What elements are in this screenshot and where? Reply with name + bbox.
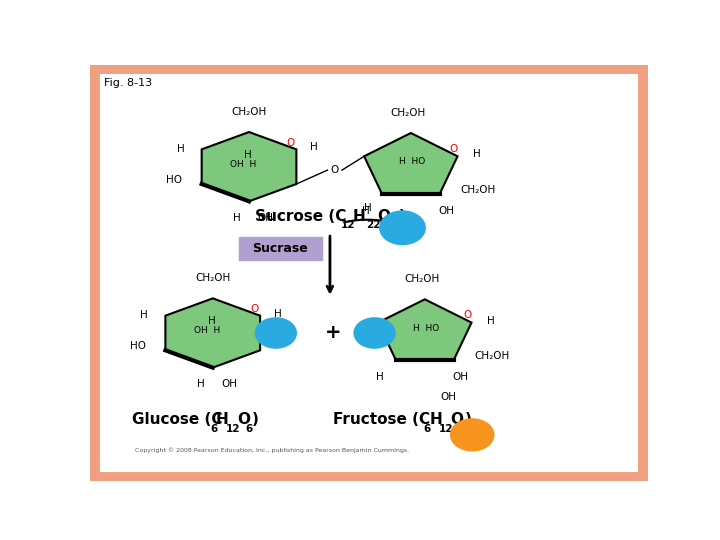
Text: 12: 12 <box>225 424 240 434</box>
Text: OH: OH <box>266 327 286 340</box>
Text: H: H <box>233 213 240 223</box>
Text: 6: 6 <box>459 424 466 434</box>
Text: Sucrose (C: Sucrose (C <box>255 209 346 224</box>
Text: ): ) <box>399 209 405 224</box>
Text: CH₂OH: CH₂OH <box>390 108 426 118</box>
Text: 12: 12 <box>438 424 454 434</box>
Text: OH  H: OH H <box>230 160 256 169</box>
Text: Fructose (C: Fructose (C <box>333 413 430 428</box>
Text: H: H <box>397 219 408 232</box>
Text: H: H <box>310 142 318 152</box>
Polygon shape <box>202 132 297 201</box>
Text: CH₂OH: CH₂OH <box>405 274 440 285</box>
Text: CH₂OH: CH₂OH <box>460 185 495 195</box>
Text: O: O <box>463 310 471 320</box>
Text: H: H <box>216 413 229 428</box>
Text: ): ) <box>465 413 472 428</box>
Polygon shape <box>364 133 457 194</box>
Text: H: H <box>487 315 495 326</box>
Text: CH₂OH: CH₂OH <box>195 273 230 284</box>
Text: H: H <box>176 144 184 153</box>
Text: Copyright © 2008 Pearson Education, Inc., publishing as Pearson Benjamin Cumming: Copyright © 2008 Pearson Education, Inc.… <box>135 448 409 454</box>
Text: HO: HO <box>364 327 384 340</box>
Text: OH: OH <box>438 206 454 215</box>
Text: CH₂OH: CH₂OH <box>474 351 509 361</box>
Text: H: H <box>473 149 481 159</box>
Circle shape <box>255 317 297 349</box>
Text: Glucose (C: Glucose (C <box>132 413 222 428</box>
Text: H  HO: H HO <box>400 157 426 166</box>
Text: HO: HO <box>130 341 145 351</box>
Text: 12: 12 <box>341 220 356 230</box>
Text: H: H <box>197 379 204 389</box>
Text: OH: OH <box>222 379 238 389</box>
Text: H: H <box>364 204 372 213</box>
Text: O: O <box>449 144 457 154</box>
Text: 22: 22 <box>366 220 381 230</box>
Text: H: H <box>208 316 215 326</box>
Text: O: O <box>251 304 258 314</box>
Text: CH₂OH: CH₂OH <box>231 107 266 117</box>
Text: O: O <box>237 413 250 428</box>
Text: O: O <box>409 219 420 232</box>
Text: O: O <box>377 209 390 224</box>
Text: 6: 6 <box>210 424 217 434</box>
Text: Sucrase: Sucrase <box>253 242 308 255</box>
Circle shape <box>354 317 396 349</box>
Text: H: H <box>377 372 384 382</box>
Text: HO: HO <box>166 175 181 185</box>
Text: OH: OH <box>452 372 468 382</box>
Text: ): ) <box>252 413 258 428</box>
Text: H: H <box>274 308 282 319</box>
Text: H: H <box>244 150 252 160</box>
Circle shape <box>450 418 495 451</box>
Polygon shape <box>166 299 260 368</box>
Text: OH  H: OH H <box>194 326 220 335</box>
Text: 6: 6 <box>245 424 253 434</box>
Text: 2: 2 <box>404 225 410 234</box>
Polygon shape <box>378 299 472 360</box>
Text: O: O <box>287 138 295 148</box>
Text: H: H <box>140 310 148 320</box>
Text: H: H <box>352 209 365 224</box>
Text: H  HO: H HO <box>413 323 440 333</box>
Text: 6: 6 <box>423 424 431 434</box>
FancyBboxPatch shape <box>239 237 322 260</box>
Text: 11: 11 <box>387 220 402 230</box>
Text: O: O <box>450 413 463 428</box>
Text: Fig. 8-13: Fig. 8-13 <box>104 78 152 88</box>
Text: +: + <box>325 323 341 342</box>
Text: OH: OH <box>440 392 456 402</box>
Circle shape <box>379 211 426 245</box>
Text: H: H <box>429 413 442 428</box>
Text: H: H <box>362 206 370 215</box>
Text: O: O <box>330 165 339 175</box>
Text: OH: OH <box>258 213 274 223</box>
